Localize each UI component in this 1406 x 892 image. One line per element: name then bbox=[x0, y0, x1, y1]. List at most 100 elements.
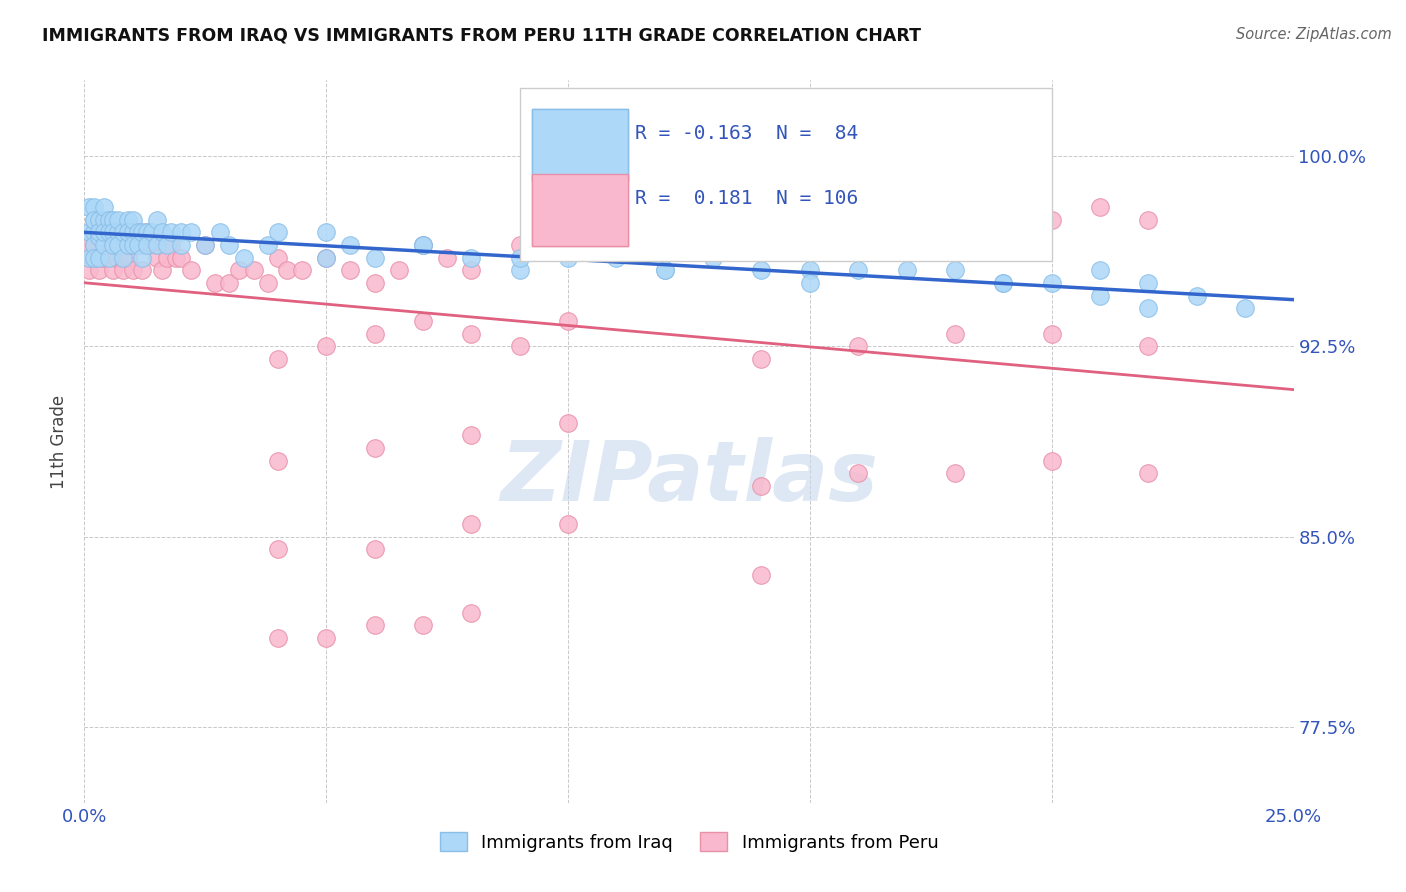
Point bbox=[87, 251, 110, 265]
Point bbox=[1137, 301, 1160, 316]
Point bbox=[1040, 276, 1063, 290]
Point bbox=[127, 238, 149, 252]
Point bbox=[77, 226, 100, 240]
Point bbox=[1137, 467, 1160, 481]
Point bbox=[1040, 453, 1063, 467]
Point bbox=[509, 339, 531, 353]
Point bbox=[170, 226, 193, 240]
Point bbox=[993, 276, 1015, 290]
Point bbox=[751, 263, 773, 277]
Point bbox=[654, 263, 676, 277]
Point bbox=[131, 251, 153, 265]
Point bbox=[117, 238, 139, 252]
Point bbox=[460, 263, 482, 277]
Point bbox=[77, 200, 100, 214]
Point bbox=[117, 251, 139, 265]
Point bbox=[107, 238, 129, 252]
Point bbox=[117, 238, 139, 252]
Point bbox=[97, 212, 120, 227]
Point bbox=[363, 251, 385, 265]
Point bbox=[97, 212, 120, 227]
Point bbox=[509, 263, 531, 277]
Point bbox=[460, 428, 482, 442]
Point bbox=[267, 453, 290, 467]
Point bbox=[170, 251, 193, 265]
FancyBboxPatch shape bbox=[531, 174, 628, 246]
Point bbox=[605, 251, 627, 265]
Point bbox=[654, 226, 676, 240]
Point bbox=[194, 238, 217, 252]
Point bbox=[136, 226, 159, 240]
Point bbox=[83, 200, 105, 214]
Point bbox=[146, 238, 169, 252]
Point bbox=[799, 263, 821, 277]
Point bbox=[751, 352, 773, 367]
Point bbox=[87, 230, 110, 244]
Point bbox=[315, 251, 337, 265]
Point bbox=[267, 352, 290, 367]
Point bbox=[654, 263, 676, 277]
Point bbox=[509, 251, 531, 265]
Text: ZIPatlas: ZIPatlas bbox=[501, 437, 877, 518]
Point bbox=[460, 516, 482, 531]
Point bbox=[97, 226, 120, 240]
Point bbox=[83, 238, 105, 252]
FancyBboxPatch shape bbox=[520, 87, 1052, 260]
Point bbox=[943, 467, 966, 481]
Point bbox=[412, 238, 434, 252]
Point bbox=[993, 276, 1015, 290]
Point bbox=[1137, 276, 1160, 290]
Point bbox=[103, 212, 125, 227]
Point bbox=[121, 226, 143, 240]
Point bbox=[363, 618, 385, 632]
Text: R = -0.163  N =  84: R = -0.163 N = 84 bbox=[634, 124, 858, 143]
FancyBboxPatch shape bbox=[531, 109, 628, 181]
Point bbox=[112, 226, 135, 240]
Point bbox=[363, 542, 385, 557]
Point bbox=[388, 263, 411, 277]
Point bbox=[131, 263, 153, 277]
Point bbox=[107, 251, 129, 265]
Point bbox=[77, 238, 100, 252]
Point bbox=[896, 226, 918, 240]
Point bbox=[93, 251, 115, 265]
Point bbox=[83, 251, 105, 265]
Point bbox=[557, 516, 579, 531]
Point bbox=[267, 542, 290, 557]
Point bbox=[1040, 326, 1063, 341]
Point bbox=[557, 251, 579, 265]
Point bbox=[943, 212, 966, 227]
Point bbox=[363, 326, 385, 341]
Point bbox=[97, 238, 120, 252]
Point bbox=[121, 238, 143, 252]
Point bbox=[1185, 289, 1208, 303]
Point bbox=[228, 263, 250, 277]
Point bbox=[121, 238, 143, 252]
Point bbox=[127, 238, 149, 252]
Point bbox=[150, 226, 173, 240]
Point bbox=[267, 631, 290, 645]
Point bbox=[1234, 301, 1257, 316]
Point bbox=[127, 226, 149, 240]
Point bbox=[315, 251, 337, 265]
Point bbox=[170, 238, 193, 252]
Text: IMMIGRANTS FROM IRAQ VS IMMIGRANTS FROM PERU 11TH GRADE CORRELATION CHART: IMMIGRANTS FROM IRAQ VS IMMIGRANTS FROM … bbox=[42, 27, 921, 45]
Point bbox=[218, 238, 240, 252]
Point bbox=[83, 212, 105, 227]
Point bbox=[412, 238, 434, 252]
Point bbox=[846, 263, 869, 277]
Point bbox=[315, 339, 337, 353]
Point bbox=[605, 226, 627, 240]
Point bbox=[83, 238, 105, 252]
Point bbox=[557, 238, 579, 252]
Point bbox=[93, 238, 115, 252]
Point bbox=[846, 339, 869, 353]
Point bbox=[77, 263, 100, 277]
Point bbox=[702, 212, 724, 227]
Point bbox=[83, 251, 105, 265]
Point bbox=[77, 251, 100, 265]
Point bbox=[155, 251, 177, 265]
Point bbox=[83, 212, 105, 227]
Point bbox=[93, 212, 115, 227]
Point bbox=[276, 263, 298, 277]
